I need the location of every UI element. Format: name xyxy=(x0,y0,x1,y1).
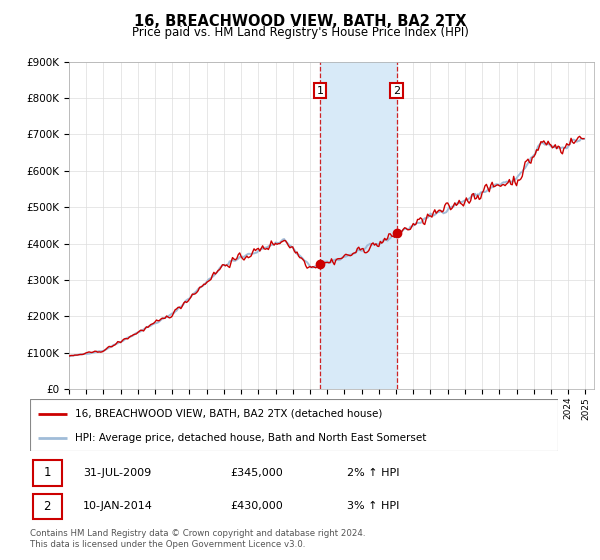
Text: Contains HM Land Registry data © Crown copyright and database right 2024.
This d: Contains HM Land Registry data © Crown c… xyxy=(30,529,365,549)
Text: 3% ↑ HPI: 3% ↑ HPI xyxy=(347,501,399,511)
Text: 2: 2 xyxy=(393,86,400,96)
FancyBboxPatch shape xyxy=(30,399,558,451)
Text: 10-JAN-2014: 10-JAN-2014 xyxy=(83,501,152,511)
Text: 31-JUL-2009: 31-JUL-2009 xyxy=(83,468,151,478)
FancyBboxPatch shape xyxy=(32,460,62,486)
Text: HPI: Average price, detached house, Bath and North East Somerset: HPI: Average price, detached house, Bath… xyxy=(75,433,426,443)
Text: Price paid vs. HM Land Registry's House Price Index (HPI): Price paid vs. HM Land Registry's House … xyxy=(131,26,469,39)
Text: 1: 1 xyxy=(316,86,323,96)
Text: £430,000: £430,000 xyxy=(230,501,283,511)
Text: 2: 2 xyxy=(43,500,51,513)
Text: 2% ↑ HPI: 2% ↑ HPI xyxy=(347,468,400,478)
Text: £345,000: £345,000 xyxy=(230,468,283,478)
FancyBboxPatch shape xyxy=(32,494,62,519)
Text: 16, BREACHWOOD VIEW, BATH, BA2 2TX (detached house): 16, BREACHWOOD VIEW, BATH, BA2 2TX (deta… xyxy=(75,409,382,419)
Text: 16, BREACHWOOD VIEW, BATH, BA2 2TX: 16, BREACHWOOD VIEW, BATH, BA2 2TX xyxy=(134,14,466,29)
Bar xyxy=(320,62,397,389)
Text: 1: 1 xyxy=(43,466,51,479)
